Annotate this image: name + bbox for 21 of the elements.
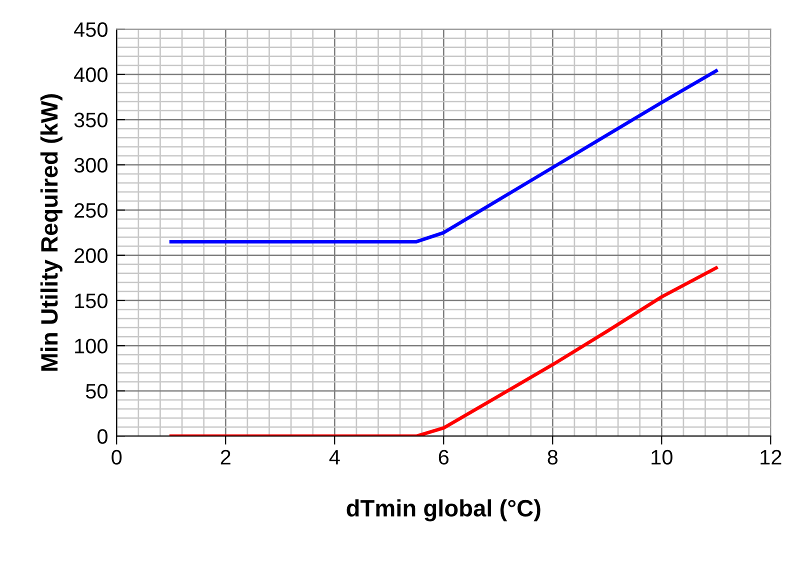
y-tick-label: 350 <box>74 112 108 128</box>
y-tick-label: 250 <box>74 203 108 218</box>
x-tick-label: 10 <box>652 450 672 465</box>
y-tick-label: 450 <box>74 22 108 37</box>
x-tick-label: 4 <box>329 450 340 464</box>
y-tick-label: 50 <box>86 384 108 399</box>
line-series <box>169 266 718 436</box>
y-tick-label: 100 <box>75 338 108 354</box>
x-tick-label: 2 <box>220 450 230 464</box>
x-axis-title: dTmin global (°C) <box>346 499 540 522</box>
x-tick-label: 8 <box>548 450 558 465</box>
x-tick-label: 0 <box>112 450 122 465</box>
y-tick-label: 300 <box>74 158 108 173</box>
y-axis-title: Min Utility Required (kW) <box>40 94 62 371</box>
y-tick-label: 400 <box>74 67 108 82</box>
y-tick-label: 200 <box>74 248 108 264</box>
x-tick-label: 12 <box>760 450 782 464</box>
y-tick-label: 0 <box>98 429 108 444</box>
y-tick-label: 150 <box>75 293 108 308</box>
line-series <box>169 69 718 244</box>
x-tick-label: 6 <box>438 450 449 465</box>
